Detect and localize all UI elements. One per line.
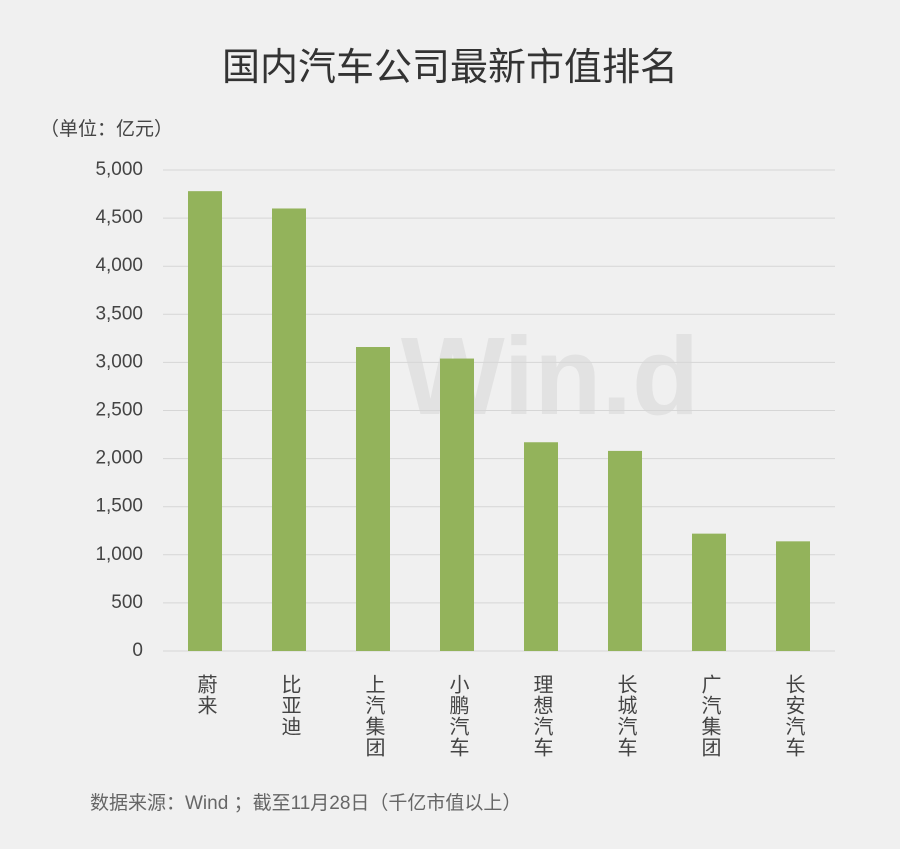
y-tick-label: 3,000 — [95, 351, 143, 372]
y-tick-label: 0 — [132, 640, 143, 661]
x-tick-label: 长城汽车 — [614, 674, 637, 758]
x-tick-label: 广汽集团 — [698, 674, 721, 758]
bar — [188, 191, 222, 651]
bar — [272, 208, 306, 652]
bar — [776, 541, 810, 651]
y-axis-label: （单位：亿元） — [40, 118, 173, 140]
bar — [356, 347, 390, 651]
x-tick-label: 蔚来 — [194, 674, 217, 716]
x-tick-label: 长安汽车 — [782, 674, 805, 758]
y-tick-label: 3,500 — [95, 303, 143, 324]
bar — [524, 442, 558, 651]
y-tick-label: 5,000 — [95, 159, 143, 180]
chart-title: 国内汽车公司最新市值排名 — [222, 47, 678, 89]
bar — [440, 358, 474, 651]
x-tick-label: 比亚迪 — [278, 674, 301, 737]
x-tick-label: 上汽集团 — [362, 674, 385, 758]
y-tick-label: 4,000 — [95, 255, 143, 276]
source-note: 数据来源：Wind ；截至11月28日（千亿市值以上） — [90, 792, 521, 814]
y-tick-label: 2,500 — [95, 400, 143, 421]
y-tick-label: 2,000 — [95, 448, 143, 469]
y-tick-label: 1,000 — [95, 544, 143, 565]
x-tick-label: 理想汽车 — [530, 674, 553, 758]
y-tick-label: 500 — [111, 592, 143, 613]
y-tick-label: 4,500 — [95, 207, 143, 228]
y-tick-label: 1,500 — [95, 496, 143, 517]
bar — [692, 533, 726, 651]
bar — [608, 450, 642, 651]
x-tick-label: 小鹏汽车 — [446, 674, 469, 758]
